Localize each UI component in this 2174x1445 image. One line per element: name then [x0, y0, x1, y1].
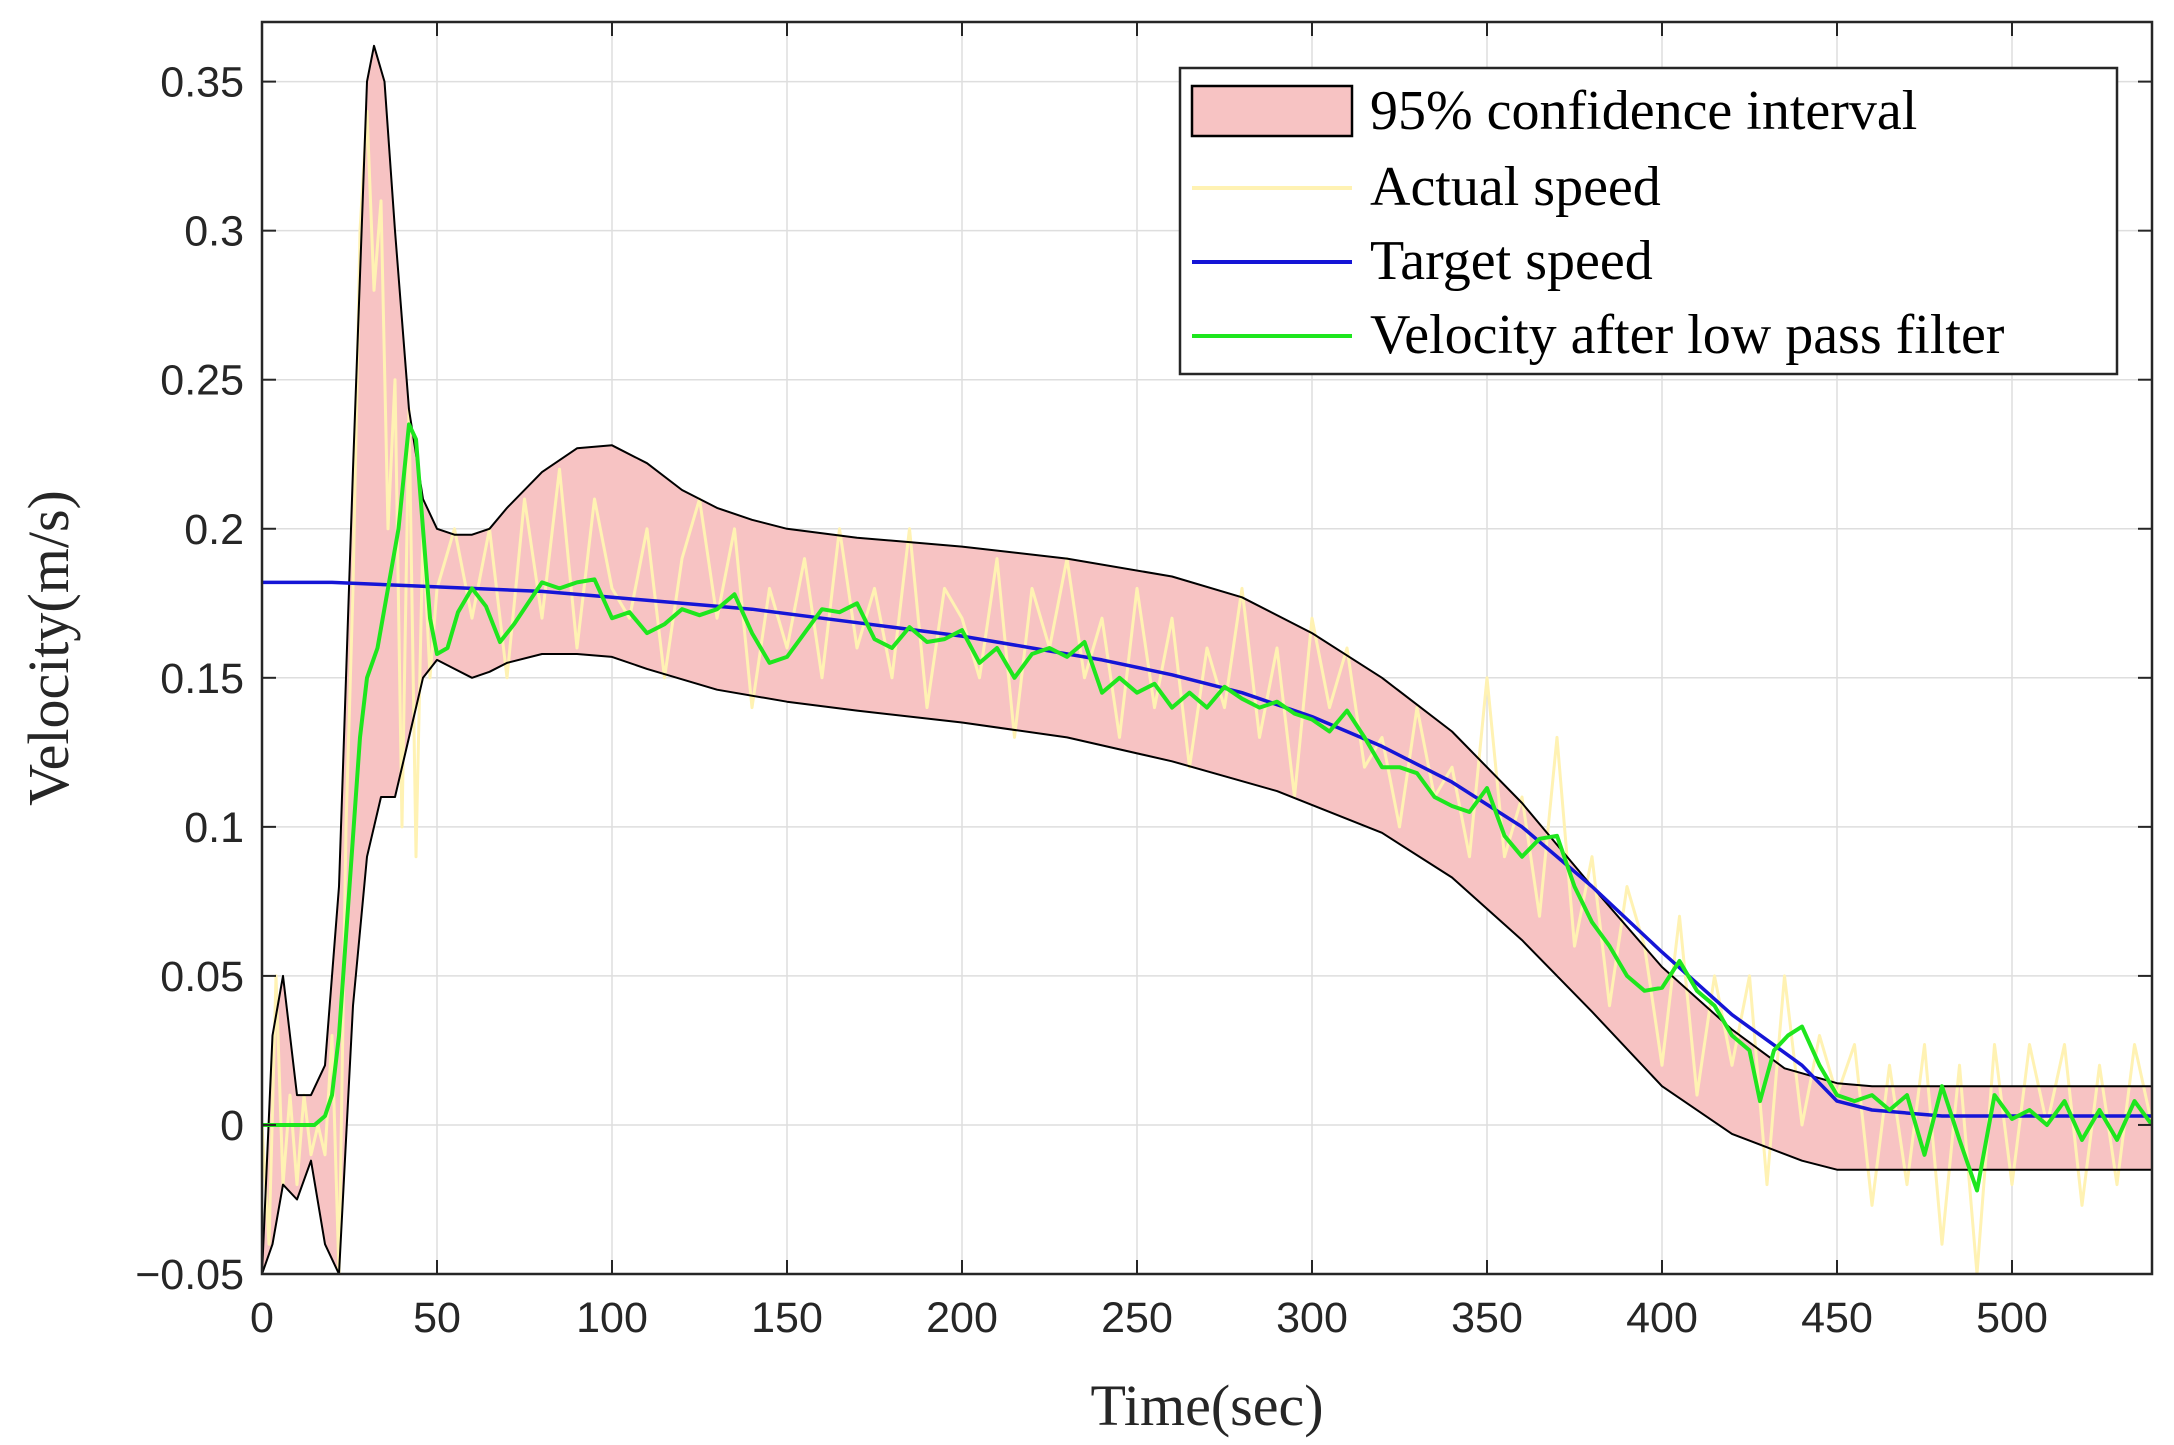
target-speed-line: [262, 580, 2152, 1118]
y-tick-label: 0.15: [160, 655, 244, 703]
x-tick-label: 250: [1101, 1294, 1173, 1342]
y-tick-label: 0.05: [160, 953, 244, 1001]
series-layer: [262, 44, 2152, 1274]
x-tick-label: 50: [413, 1294, 461, 1342]
y-axis-title: Velocity(m/s): [16, 490, 81, 806]
x-tick-label: 350: [1451, 1294, 1523, 1342]
x-axis-title: Time(sec): [1090, 1373, 1323, 1438]
y-tick-label: 0.1: [184, 804, 244, 852]
legend-label-target: Target speed: [1370, 230, 1653, 292]
legend: 95% confidence interval Actual speed Tar…: [1178, 66, 2119, 376]
legend-label-confidence: 95% confidence interval: [1370, 80, 1917, 142]
plot-frame: [260, 20, 2154, 1276]
legend-swatch-confidence: [1190, 84, 1354, 138]
x-tick-label: 200: [926, 1294, 998, 1342]
y-tick-label: 0.2: [184, 506, 244, 554]
legend-label-filtered: Velocity after low pass filter: [1370, 304, 2005, 366]
x-tick-label: 0: [250, 1294, 274, 1342]
x-tick-label: 400: [1626, 1294, 1698, 1342]
x-tick-label: 300: [1276, 1294, 1348, 1342]
confidence-lower-bound: [262, 653, 2152, 1274]
actual-speed-line: [262, 109, 2152, 1274]
y-tick-label: 0.25: [160, 357, 244, 405]
y-tick-label: 0.35: [160, 59, 244, 107]
legend-label-actual: Actual speed: [1370, 156, 1661, 218]
x-tick-label: 450: [1801, 1294, 1873, 1342]
y-tick-label: −0.05: [135, 1251, 244, 1299]
confidence-upper-bound: [262, 44, 2152, 1274]
y-tick-label: 0.3: [184, 208, 244, 256]
x-tick-label: 500: [1976, 1294, 2048, 1342]
x-tick-label: 100: [576, 1294, 648, 1342]
confidence-band: [262, 45, 2152, 1274]
y-tick-label: 0: [220, 1102, 244, 1150]
axis-ticks: 0 50 100 150 200 250 300 350 400 450 500−0.0500.05…: [135, 22, 2152, 1342]
x-tick-label: 150: [751, 1294, 823, 1342]
filtered-velocity-line: [262, 422, 2152, 1193]
